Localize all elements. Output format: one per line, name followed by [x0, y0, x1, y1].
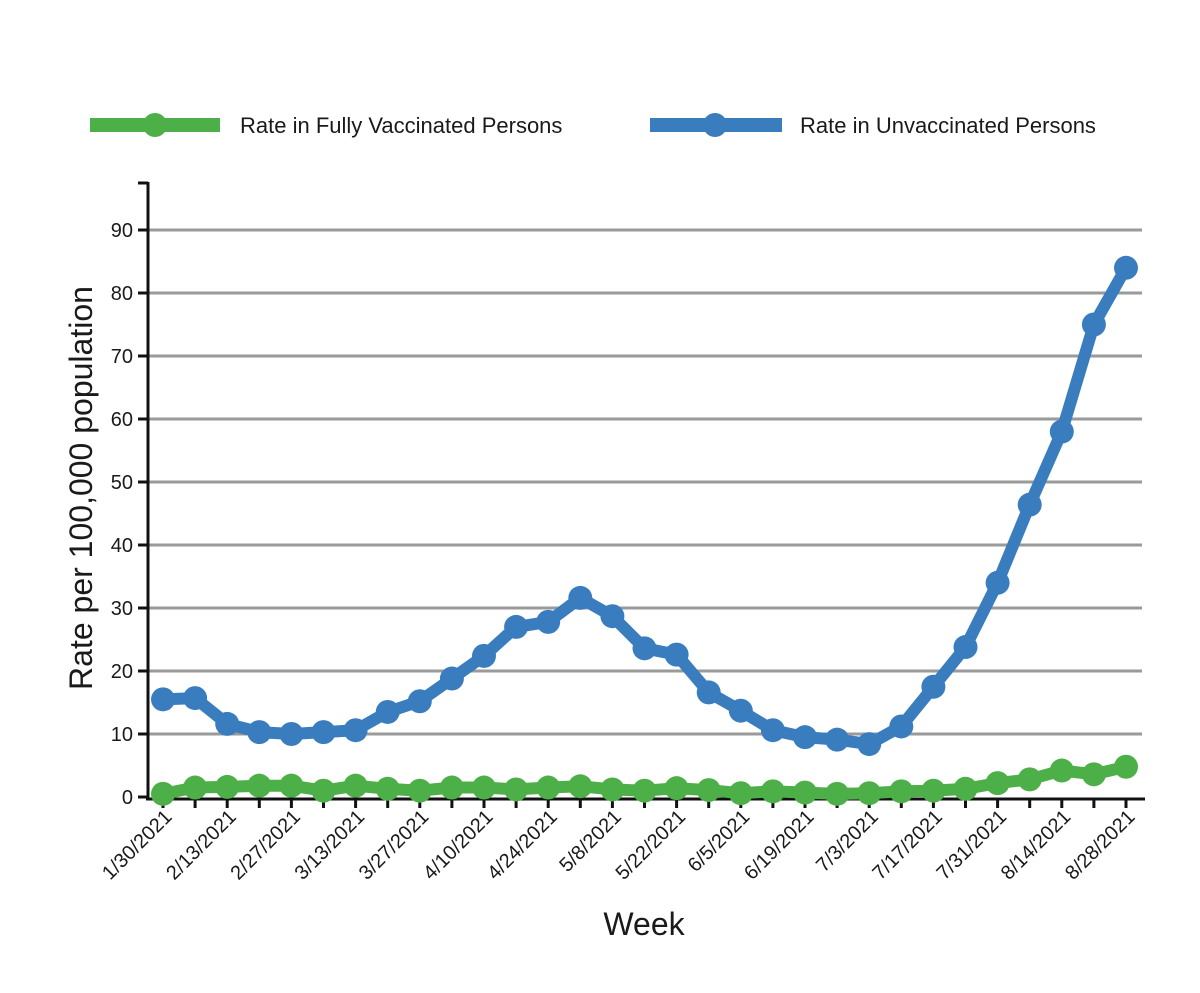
y-axis-title: Rate per 100,000 population [63, 286, 99, 690]
data-point-vaccinated [568, 774, 593, 799]
data-point-vaccinated [1017, 767, 1042, 792]
data-point-unvaccinated [825, 727, 850, 752]
data-point-vaccinated [632, 778, 657, 803]
series-line-unvaccinated [157, 261, 1132, 751]
legend-marker-unvaccinated [703, 113, 727, 137]
data-point-vaccinated [215, 774, 240, 799]
data-point-unvaccinated [375, 699, 400, 724]
data-point-unvaccinated [279, 722, 304, 746]
data-point-vaccinated [1049, 758, 1074, 783]
legend: Rate in Fully Vaccinated Persons Rate in… [90, 113, 1096, 138]
y-tick-label: 90 [111, 220, 133, 242]
y-tick-label: 20 [111, 661, 133, 683]
data-point-vaccinated [696, 778, 721, 803]
y-tick-label: 70 [111, 346, 133, 368]
data-point-unvaccinated [536, 609, 561, 634]
y-axis-ticks: 0 10 20 30 40 50 60 70 80 90 [111, 181, 148, 809]
data-point-unvaccinated [311, 720, 336, 745]
data-point-unvaccinated [568, 585, 593, 610]
series-unvaccinated [151, 255, 1138, 757]
data-point-unvaccinated [215, 711, 240, 736]
data-point-vaccinated [343, 773, 368, 798]
data-point-unvaccinated [343, 718, 368, 743]
y-tick-label: 40 [111, 535, 133, 557]
legend-item-vaccinated: Rate in Fully Vaccinated Persons [90, 113, 562, 138]
x-tick-label: 4/24/2021 [483, 806, 561, 884]
y-tick-label: 0 [122, 787, 133, 809]
legend-label-unvaccinated: Rate in Unvaccinated Persons [800, 113, 1096, 138]
data-point-vaccinated [953, 776, 978, 801]
data-point-vaccinated [311, 778, 336, 803]
data-point-unvaccinated [664, 642, 689, 667]
data-point-unvaccinated [247, 720, 272, 745]
data-point-unvaccinated [921, 674, 946, 699]
data-point-vaccinated [985, 771, 1010, 796]
data-point-unvaccinated [407, 689, 432, 714]
data-point-unvaccinated [151, 687, 175, 712]
data-point-vaccinated [375, 776, 400, 801]
data-point-vaccinated [247, 773, 272, 798]
series-vaccinated [151, 754, 1138, 806]
data-point-unvaccinated [632, 636, 657, 661]
y-tick-label: 80 [111, 283, 133, 305]
x-tick-label: 8/28/2021 [1061, 806, 1139, 884]
x-tick-label: 6/19/2021 [740, 806, 818, 884]
data-point-unvaccinated [985, 570, 1010, 595]
data-point-unvaccinated [600, 604, 625, 629]
data-point-vaccinated [889, 779, 914, 804]
y-tick-label: 30 [111, 598, 133, 620]
x-axis-title: Week [603, 906, 685, 942]
data-point-vaccinated [407, 778, 432, 803]
y-tick-label: 10 [111, 724, 133, 746]
data-point-unvaccinated [1081, 312, 1106, 337]
data-point-unvaccinated [889, 714, 914, 739]
data-point-unvaccinated [857, 732, 882, 757]
data-point-unvaccinated [1114, 255, 1138, 280]
x-tick-label: 5/22/2021 [612, 806, 690, 884]
data-point-unvaccinated [953, 635, 978, 660]
data-point-vaccinated [151, 781, 175, 806]
data-point-vaccinated [793, 780, 817, 805]
data-point-unvaccinated [1017, 492, 1042, 517]
data-point-vaccinated [825, 781, 850, 806]
data-point-vaccinated [728, 781, 753, 806]
data-point-unvaccinated [793, 725, 817, 750]
data-point-unvaccinated [183, 686, 208, 711]
legend-item-unvaccinated: Rate in Unvaccinated Persons [650, 113, 1096, 138]
series-layer [151, 255, 1138, 806]
data-point-unvaccinated [1049, 419, 1074, 444]
data-point-vaccinated [279, 773, 304, 798]
data-point-vaccinated [857, 781, 882, 806]
data-point-unvaccinated [696, 680, 721, 705]
legend-marker-vaccinated [143, 113, 167, 137]
data-point-vaccinated [439, 775, 464, 800]
data-point-unvaccinated [472, 643, 496, 668]
data-point-vaccinated [472, 775, 496, 800]
x-axis-ticks: 1/30/20212/13/20212/27/20213/13/20213/27… [98, 799, 1140, 884]
data-point-vaccinated [921, 778, 946, 803]
y-tick-label: 50 [111, 472, 133, 494]
data-point-vaccinated [504, 777, 529, 802]
legend-label-vaccinated: Rate in Fully Vaccinated Persons [240, 113, 562, 138]
data-point-vaccinated [760, 779, 785, 804]
data-point-unvaccinated [760, 718, 785, 743]
data-point-vaccinated [183, 775, 208, 800]
data-point-vaccinated [1081, 762, 1106, 787]
data-point-unvaccinated [504, 614, 529, 639]
data-point-vaccinated [664, 776, 689, 801]
y-tick-label: 60 [111, 409, 133, 431]
data-point-unvaccinated [728, 698, 753, 723]
data-point-vaccinated [1114, 754, 1138, 779]
data-point-unvaccinated [439, 666, 464, 691]
data-point-vaccinated [600, 777, 625, 802]
data-point-vaccinated [536, 775, 561, 800]
